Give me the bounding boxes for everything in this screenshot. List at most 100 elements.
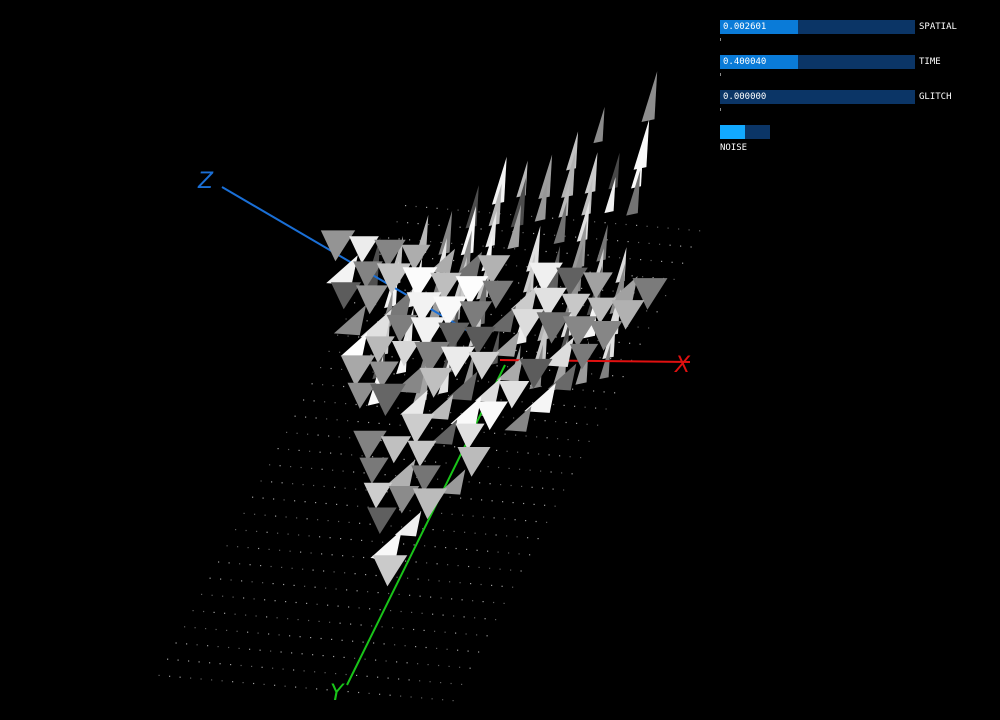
grid-dot <box>587 339 589 341</box>
vector-triangle <box>561 293 591 320</box>
vector-triangle <box>604 177 616 214</box>
grid-dot <box>465 633 467 635</box>
grid-dot <box>296 432 298 434</box>
grid-dot <box>437 394 439 396</box>
spatial-tick <box>720 38 721 41</box>
grid-dot <box>332 469 334 471</box>
grid-dot <box>520 570 522 572</box>
vector-triangle <box>455 423 485 450</box>
grid-dot <box>352 556 354 558</box>
noise-toggle[interactable] <box>720 125 770 139</box>
grid-dot <box>432 529 434 531</box>
grid-dot <box>457 209 459 211</box>
grid-dot <box>243 597 245 599</box>
vector-triangle <box>589 321 623 351</box>
glitch-slider[interactable]: 0.000000 GLITCH <box>720 90 952 104</box>
vector-triangle <box>459 301 493 331</box>
grid-dot <box>268 548 270 550</box>
grid-dot <box>555 421 557 423</box>
grid-dot <box>537 538 539 540</box>
grid-dot <box>324 401 326 403</box>
y-axis-label: Y <box>330 681 345 706</box>
grid-dot <box>429 410 431 412</box>
grid-dot <box>500 399 502 401</box>
grid-dot <box>559 455 561 457</box>
vector-triangle <box>455 276 489 306</box>
grid-dot <box>459 226 461 228</box>
grid-dot <box>531 215 533 217</box>
grid-dot <box>606 239 608 241</box>
grid-dot <box>512 502 514 504</box>
grid-dot <box>431 427 433 429</box>
grid-dot <box>572 388 574 390</box>
grid-dot <box>575 236 577 238</box>
spatial-slider[interactable]: 0.002601 SPATIAL <box>720 20 957 34</box>
grid-dot <box>699 230 701 232</box>
vector-triangle <box>488 305 516 333</box>
grid-dot <box>432 613 434 615</box>
vector-triangle <box>485 210 497 248</box>
grid-dot <box>529 554 531 556</box>
grid-dot <box>251 665 253 667</box>
grid-dot <box>341 368 343 370</box>
vector-triangle <box>496 356 524 382</box>
grid-dot <box>405 205 407 207</box>
grid-dot <box>574 405 576 407</box>
grid-dot <box>476 634 478 636</box>
grid-dot <box>342 470 344 472</box>
vector-triangle <box>562 316 598 348</box>
grid-dot <box>595 407 597 409</box>
grid-dot <box>302 568 304 570</box>
grid-dot <box>306 518 308 520</box>
grid-dot <box>158 674 160 676</box>
grid-dot <box>540 385 542 388</box>
grid-dot <box>354 657 356 659</box>
grid-dot <box>513 332 515 334</box>
vector-triangle <box>561 151 576 198</box>
grid-dot <box>407 222 409 224</box>
grid-dot <box>499 568 501 570</box>
grid-dot <box>249 648 251 650</box>
grid-dot <box>515 434 517 436</box>
vector-triangle <box>632 278 668 310</box>
grid-dot <box>253 598 255 600</box>
grid-dot <box>310 552 312 554</box>
grid-dot <box>457 649 459 651</box>
grid-dot <box>556 251 558 253</box>
grid-dot <box>276 617 278 619</box>
grid-dot <box>554 234 556 236</box>
grid-dot <box>468 481 470 483</box>
grid-dot <box>599 357 601 359</box>
grid-dot <box>268 633 270 635</box>
vector-triangle <box>610 276 638 302</box>
grid-dot <box>294 415 296 417</box>
grid-dot <box>228 562 230 564</box>
vector-triangle <box>369 361 399 388</box>
vector-triangle <box>460 206 476 256</box>
grid-dot <box>310 637 312 639</box>
grid-dot <box>395 475 397 477</box>
grid-dot <box>274 600 276 602</box>
grid-dot <box>482 601 484 603</box>
vector-triangle <box>576 200 590 242</box>
grid-dot <box>424 460 426 462</box>
grid-dot <box>532 402 534 404</box>
grid-dot <box>334 486 336 488</box>
grid-dot <box>431 698 433 700</box>
grid-dot <box>338 436 340 438</box>
grid-dot <box>423 629 425 631</box>
axes-group <box>221 186 691 686</box>
vector-triangle <box>534 180 548 222</box>
vector-triangle <box>419 367 453 398</box>
grid-dot <box>510 569 512 571</box>
time-slider[interactable]: 0.400040 TIME <box>720 55 941 69</box>
grid-dot <box>365 574 367 576</box>
grid-dot <box>627 241 629 243</box>
grid-dot <box>308 535 310 537</box>
grid-dot <box>184 626 186 628</box>
vector-triangle <box>523 253 536 293</box>
grid-dot <box>538 453 540 455</box>
grid-dot <box>215 628 217 631</box>
vector-triangle <box>401 244 431 271</box>
